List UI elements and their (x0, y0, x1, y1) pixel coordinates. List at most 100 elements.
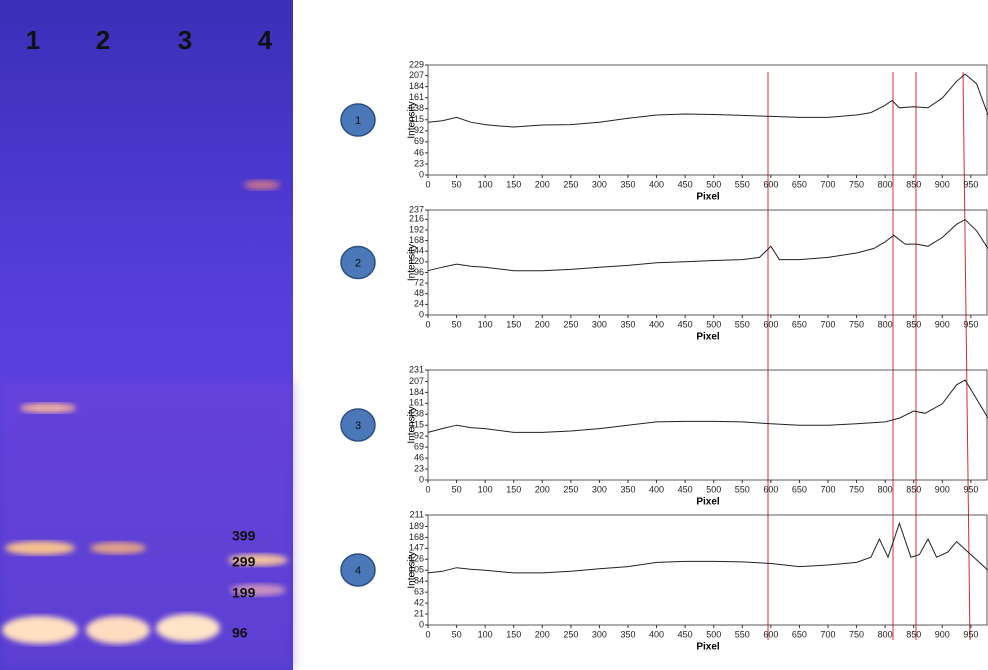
x-tick-label: 500 (706, 629, 721, 639)
x-tick-label: 400 (649, 629, 664, 639)
y-tick-label: 237 (409, 204, 424, 214)
x-tick-label: 100 (478, 484, 493, 494)
x-tick-label: 950 (963, 179, 978, 189)
x-tick-label: 550 (735, 179, 750, 189)
x-tick-label: 0 (425, 319, 430, 329)
x-tick-label: 600 (763, 629, 778, 639)
x-tick-label: 150 (506, 484, 521, 494)
x-tick-label: 200 (535, 319, 550, 329)
x-tick-label: 50 (452, 179, 462, 189)
x-tick-label: 700 (820, 319, 835, 329)
x-tick-label: 650 (792, 319, 807, 329)
x-tick-label: 300 (592, 319, 607, 329)
y-axis-title: Intensity (407, 101, 418, 138)
x-tick-label: 650 (792, 629, 807, 639)
y-tick-label: 168 (409, 235, 424, 245)
y-tick-label: 184 (409, 387, 424, 397)
x-tick-label: 750 (849, 629, 864, 639)
intensity-line (427, 379, 988, 433)
x-tick-label: 700 (820, 484, 835, 494)
x-axis-title: Pixel (696, 642, 720, 653)
y-axis-title: Intensity (407, 244, 418, 281)
x-axis-title: Pixel (696, 332, 720, 343)
x-tick-label: 150 (506, 179, 521, 189)
y-tick-label: 189 (409, 521, 424, 531)
x-tick-label: 350 (620, 179, 635, 189)
x-tick-label: 0 (425, 484, 430, 494)
x-tick-label: 800 (878, 319, 893, 329)
x-tick-label: 500 (706, 319, 721, 329)
x-tick-label: 700 (820, 629, 835, 639)
y-axis-title: Intensity (407, 406, 418, 443)
y-tick-label: 48 (414, 288, 424, 298)
intensity-line (427, 73, 988, 128)
lane-label: 2 (96, 25, 110, 55)
x-tick-label: 500 (706, 484, 721, 494)
x-tick-label: 50 (452, 484, 462, 494)
y-tick-label: 0 (419, 619, 424, 629)
y-tick-label: 92 (414, 125, 424, 135)
y-tick-label: 23 (414, 463, 424, 473)
y-tick-label: 46 (414, 147, 424, 157)
x-tick-label: 350 (620, 319, 635, 329)
y-tick-label: 229 (409, 59, 424, 69)
y-tick-label: 184 (409, 81, 424, 91)
y-tick-label: 120 (409, 256, 424, 266)
y-tick-label: 168 (409, 532, 424, 542)
x-tick-label: 550 (735, 319, 750, 329)
panel-label: 4 (355, 565, 361, 577)
panel-badge (340, 103, 376, 137)
y-tick-label: 0 (419, 309, 424, 319)
y-tick-label: 21 (414, 608, 424, 618)
x-tick-label: 100 (478, 319, 493, 329)
y-tick-label: 84 (414, 576, 424, 586)
panel-badge (340, 553, 376, 587)
x-tick-label: 50 (452, 319, 462, 329)
y-tick-label: 105 (409, 565, 424, 575)
x-tick-label: 650 (792, 484, 807, 494)
y-tick-label: 231 (409, 364, 424, 374)
y-tick-label: 192 (409, 224, 424, 234)
y-tick-label: 207 (409, 376, 424, 386)
y-tick-label: 72 (414, 277, 424, 287)
y-tick-label: 0 (419, 474, 424, 484)
y-tick-label: 138 (409, 103, 424, 113)
x-tick-label: 550 (735, 484, 750, 494)
x-tick-label: 900 (935, 179, 950, 189)
x-tick-label: 450 (678, 319, 693, 329)
x-tick-label: 800 (878, 484, 893, 494)
x-tick-label: 0 (425, 629, 430, 639)
x-tick-label: 450 (678, 629, 693, 639)
x-tick-label: 400 (649, 179, 664, 189)
x-tick-label: 150 (506, 319, 521, 329)
x-tick-label: 200 (535, 629, 550, 639)
y-tick-label: 69 (414, 442, 424, 452)
x-tick-label: 200 (535, 484, 550, 494)
y-tick-label: 115 (410, 420, 424, 430)
x-tick-label: 950 (963, 629, 978, 639)
x-tick-label: 250 (563, 629, 578, 639)
y-tick-label: 96 (414, 267, 424, 277)
x-tick-label: 900 (935, 484, 950, 494)
y-tick-label: 42 (414, 597, 424, 607)
y-tick-label: 63 (414, 587, 424, 597)
y-tick-label: 161 (409, 398, 424, 408)
x-tick-label: 100 (478, 179, 493, 189)
y-tick-label: 46 (414, 452, 424, 462)
x-tick-label: 900 (935, 629, 950, 639)
y-tick-label: 24 (414, 299, 424, 309)
y-tick-label: 216 (409, 214, 424, 224)
x-tick-label: 750 (849, 319, 864, 329)
x-tick-label: 600 (763, 319, 778, 329)
x-tick-label: 200 (535, 179, 550, 189)
x-axis-title: Pixel (696, 192, 720, 203)
x-tick-label: 300 (592, 179, 607, 189)
x-tick-label: 800 (878, 179, 893, 189)
y-tick-label: 138 (409, 409, 424, 419)
y-tick-label: 147 (409, 543, 424, 553)
intensity-line (427, 521, 988, 574)
ladder-label: 96 (232, 625, 248, 641)
x-tick-label: 100 (478, 629, 493, 639)
x-tick-label: 450 (678, 179, 693, 189)
